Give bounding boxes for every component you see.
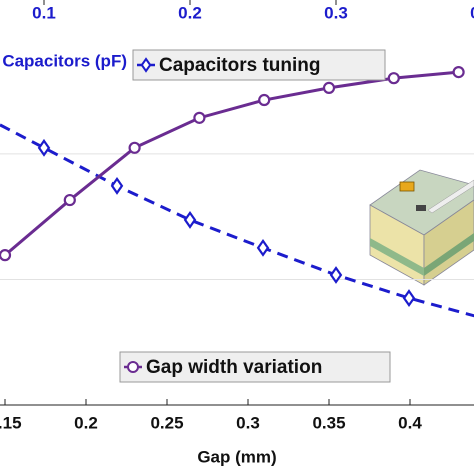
x-tick-label: 0.3 bbox=[236, 413, 260, 432]
marker bbox=[183, 210, 197, 229]
x2-tick-label: 0.4 bbox=[470, 3, 474, 22]
legend-marker bbox=[127, 361, 139, 373]
x-tick-label: 0.2 bbox=[74, 413, 98, 432]
x2-tick-label: 0.1 bbox=[32, 3, 56, 22]
marker bbox=[322, 81, 336, 94]
marker bbox=[110, 176, 124, 195]
marker bbox=[452, 65, 465, 79]
series-line bbox=[0, 123, 474, 318]
marker bbox=[37, 138, 51, 157]
legend-marker bbox=[140, 57, 152, 73]
x2-axis-label: Capacitors (pF) bbox=[2, 51, 127, 70]
x-tick-label: 0.4 bbox=[398, 413, 422, 432]
marker bbox=[63, 193, 76, 207]
marker bbox=[0, 249, 12, 262]
x-tick-label: 0.25 bbox=[150, 413, 183, 432]
marker bbox=[402, 289, 416, 307]
x-tick-label: 0.35 bbox=[312, 413, 345, 432]
marker bbox=[256, 238, 270, 257]
legend-box bbox=[119, 351, 391, 383]
marker bbox=[258, 93, 271, 107]
legend-label: Capacitors tuning bbox=[159, 55, 321, 76]
marker bbox=[128, 141, 141, 154]
marker bbox=[387, 72, 400, 85]
marker bbox=[193, 111, 206, 124]
marker bbox=[329, 266, 343, 284]
x2-tick-label: 0.3 bbox=[324, 3, 348, 22]
device-inset bbox=[369, 169, 474, 286]
x2-tick-label: 0.2 bbox=[178, 3, 202, 22]
legend-box bbox=[132, 49, 386, 81]
x-tick-label: 0.15 bbox=[0, 413, 22, 432]
x-axis-label: Gap (mm) bbox=[197, 447, 276, 466]
legend-label: Gap width variation bbox=[146, 357, 322, 378]
